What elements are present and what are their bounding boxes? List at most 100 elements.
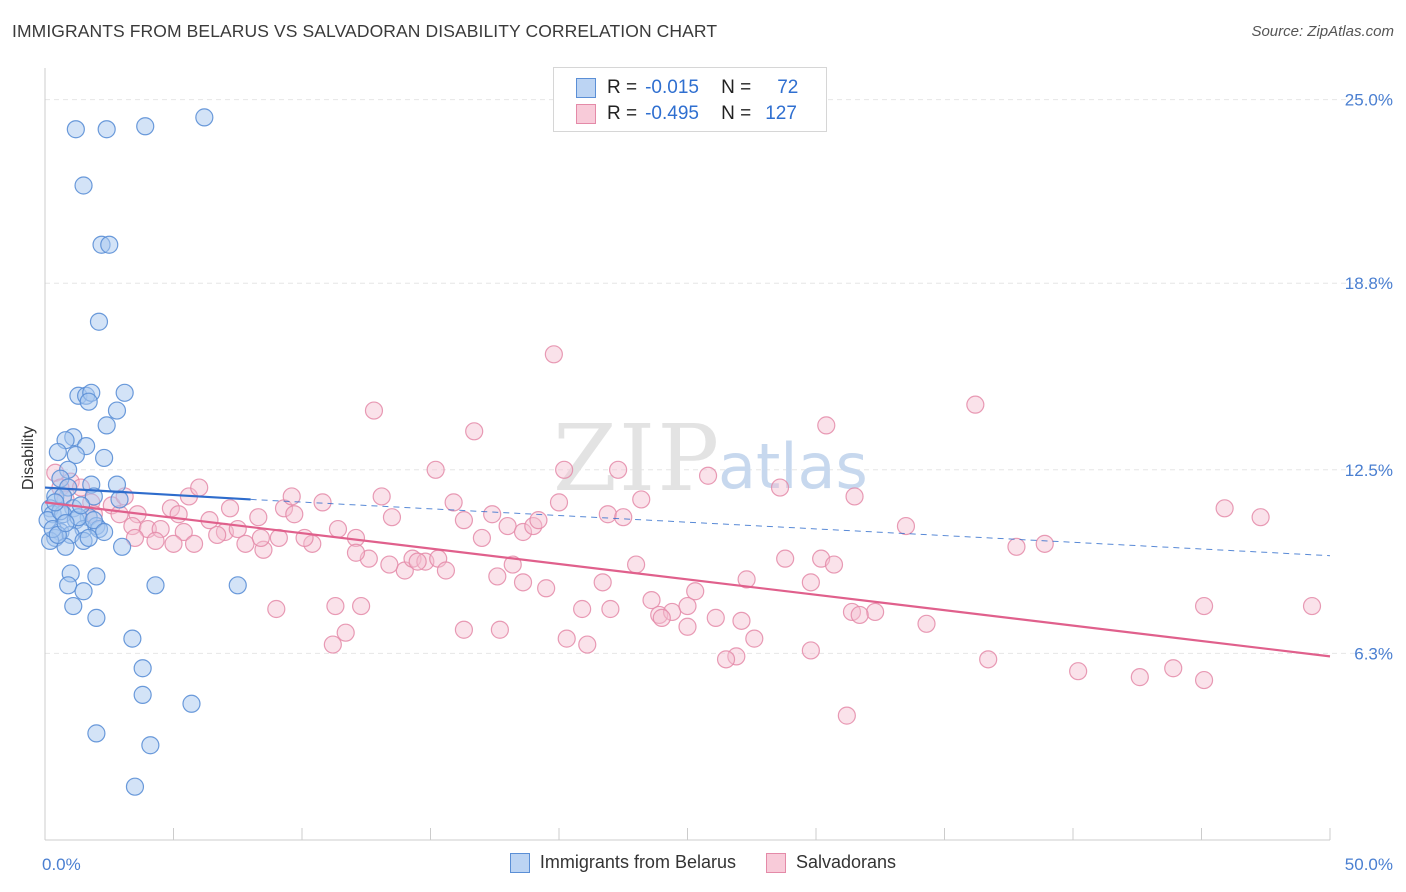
salvadorans-point — [323, 635, 342, 654]
salvadorans-point — [336, 623, 355, 642]
salvadorans-point — [380, 555, 399, 574]
belarus-point — [182, 694, 201, 713]
y-tick-label: 18.8% — [1345, 274, 1393, 293]
belarus-point — [48, 442, 67, 462]
belarus-point — [146, 576, 165, 595]
x-tick-label: 0.0% — [42, 855, 81, 874]
watermark-atlas: atlas — [718, 430, 868, 503]
y-tick-label: 12.5% — [1345, 461, 1393, 480]
salvadorans-point — [352, 596, 371, 616]
salvadorans-point — [254, 540, 273, 559]
belarus-point — [79, 392, 98, 411]
salvadorans-point — [770, 478, 790, 497]
y-tick-labels: 6.3% 12.5% 18.8% 25.0% — [1345, 91, 1393, 664]
salvadorans-point — [382, 508, 402, 527]
salvadorans-point — [549, 493, 569, 512]
salvadorans-point — [824, 555, 844, 574]
salvadorans-point — [817, 416, 836, 435]
legend-item-belarus: Immigrants from Belarus — [509, 852, 736, 873]
salvadorans-point — [282, 487, 301, 506]
salvadorans-point — [845, 487, 864, 506]
salvadorans-point — [1069, 662, 1088, 681]
salvadorans-point — [966, 395, 985, 414]
source-label: Source: ZipAtlas.com — [1251, 23, 1394, 40]
legend-n-value-salvadorans: 127 — [765, 103, 797, 124]
trend-lines — [44, 486, 1331, 658]
legend-r-label: R = — [607, 103, 638, 124]
salvadorans-point — [698, 466, 718, 485]
belarus-point — [95, 522, 114, 542]
belarus-point — [64, 596, 83, 616]
salvadorans-point — [251, 528, 270, 548]
salvadorans-point — [917, 614, 936, 633]
salvadorans-point — [979, 650, 998, 669]
belarus-point — [74, 176, 93, 195]
salvadorans-point — [573, 599, 592, 619]
salvadorans-point — [642, 591, 661, 610]
legend-r-value-belarus: -0.015 — [645, 77, 699, 98]
belarus-point — [59, 576, 78, 595]
salvadorans-point — [537, 579, 556, 598]
salvadorans-point — [801, 641, 820, 660]
belarus-points — [38, 108, 247, 796]
salvadorans-point — [555, 460, 574, 479]
belarus-point — [141, 736, 160, 755]
belarus-point — [123, 629, 142, 648]
belarus-point — [84, 487, 103, 506]
salvadorans-point — [593, 573, 612, 592]
belarus-point — [95, 448, 114, 468]
salvadorans-point — [524, 516, 543, 536]
belarus-point — [89, 312, 109, 331]
salvadorans-point — [896, 516, 916, 536]
salvadorans-point — [151, 519, 170, 539]
salvadorans-point — [1194, 596, 1214, 616]
salvadorans-point — [220, 499, 240, 518]
grid-lines — [45, 99, 1392, 654]
legend-swatch-pink — [765, 852, 786, 873]
belarus-point — [97, 120, 116, 139]
salvadorans-point — [408, 552, 427, 571]
salvadorans-point — [208, 525, 227, 545]
axes — [44, 68, 1331, 841]
salvadorans-point — [372, 487, 391, 506]
belarus-point — [107, 401, 127, 420]
x-tick-label: 50.0% — [1345, 855, 1393, 874]
watermark: ZIP atlas — [553, 405, 868, 512]
y-tick-label: 6.3% — [1354, 644, 1393, 663]
salvadorans-point — [578, 635, 597, 654]
salvadorans-point — [1035, 534, 1054, 553]
legend-n-label: N = — [721, 77, 752, 98]
salvadorans-point — [652, 608, 671, 627]
belarus-point — [56, 514, 75, 533]
salvadorans-point — [267, 599, 286, 619]
salvadorans-point — [125, 528, 145, 548]
salvadorans-point — [1215, 499, 1234, 518]
x-tick-labels: 0.0% 50.0% — [42, 855, 1393, 874]
salvadorans-point — [850, 605, 869, 625]
belarus-point — [100, 235, 119, 254]
salvadorans-point — [454, 620, 474, 639]
belarus-point — [66, 445, 85, 465]
salvadorans-point — [598, 505, 617, 524]
salvadorans-point — [686, 582, 705, 601]
salvadorans-point — [732, 611, 751, 630]
belarus-point — [112, 537, 132, 556]
salvadorans-point — [285, 505, 304, 524]
belarus-point — [87, 608, 106, 627]
belarus-point — [87, 567, 106, 586]
salvadorans-point — [513, 573, 533, 592]
belarus-point — [133, 659, 152, 678]
salvadorans-point — [706, 608, 725, 627]
salvadorans-point — [436, 561, 456, 580]
salvadorans-point — [190, 478, 209, 497]
salvadorans-point — [1164, 659, 1183, 678]
salvadorans-point — [866, 602, 885, 622]
salvadorans-point — [184, 534, 204, 553]
legend-r-label: R = — [607, 77, 638, 98]
watermark-zip: ZIP — [553, 405, 721, 512]
belarus-trend-line — [44, 486, 251, 501]
belarus-point — [87, 724, 106, 743]
salvadorans-point — [483, 505, 502, 524]
belarus-point — [97, 416, 116, 435]
